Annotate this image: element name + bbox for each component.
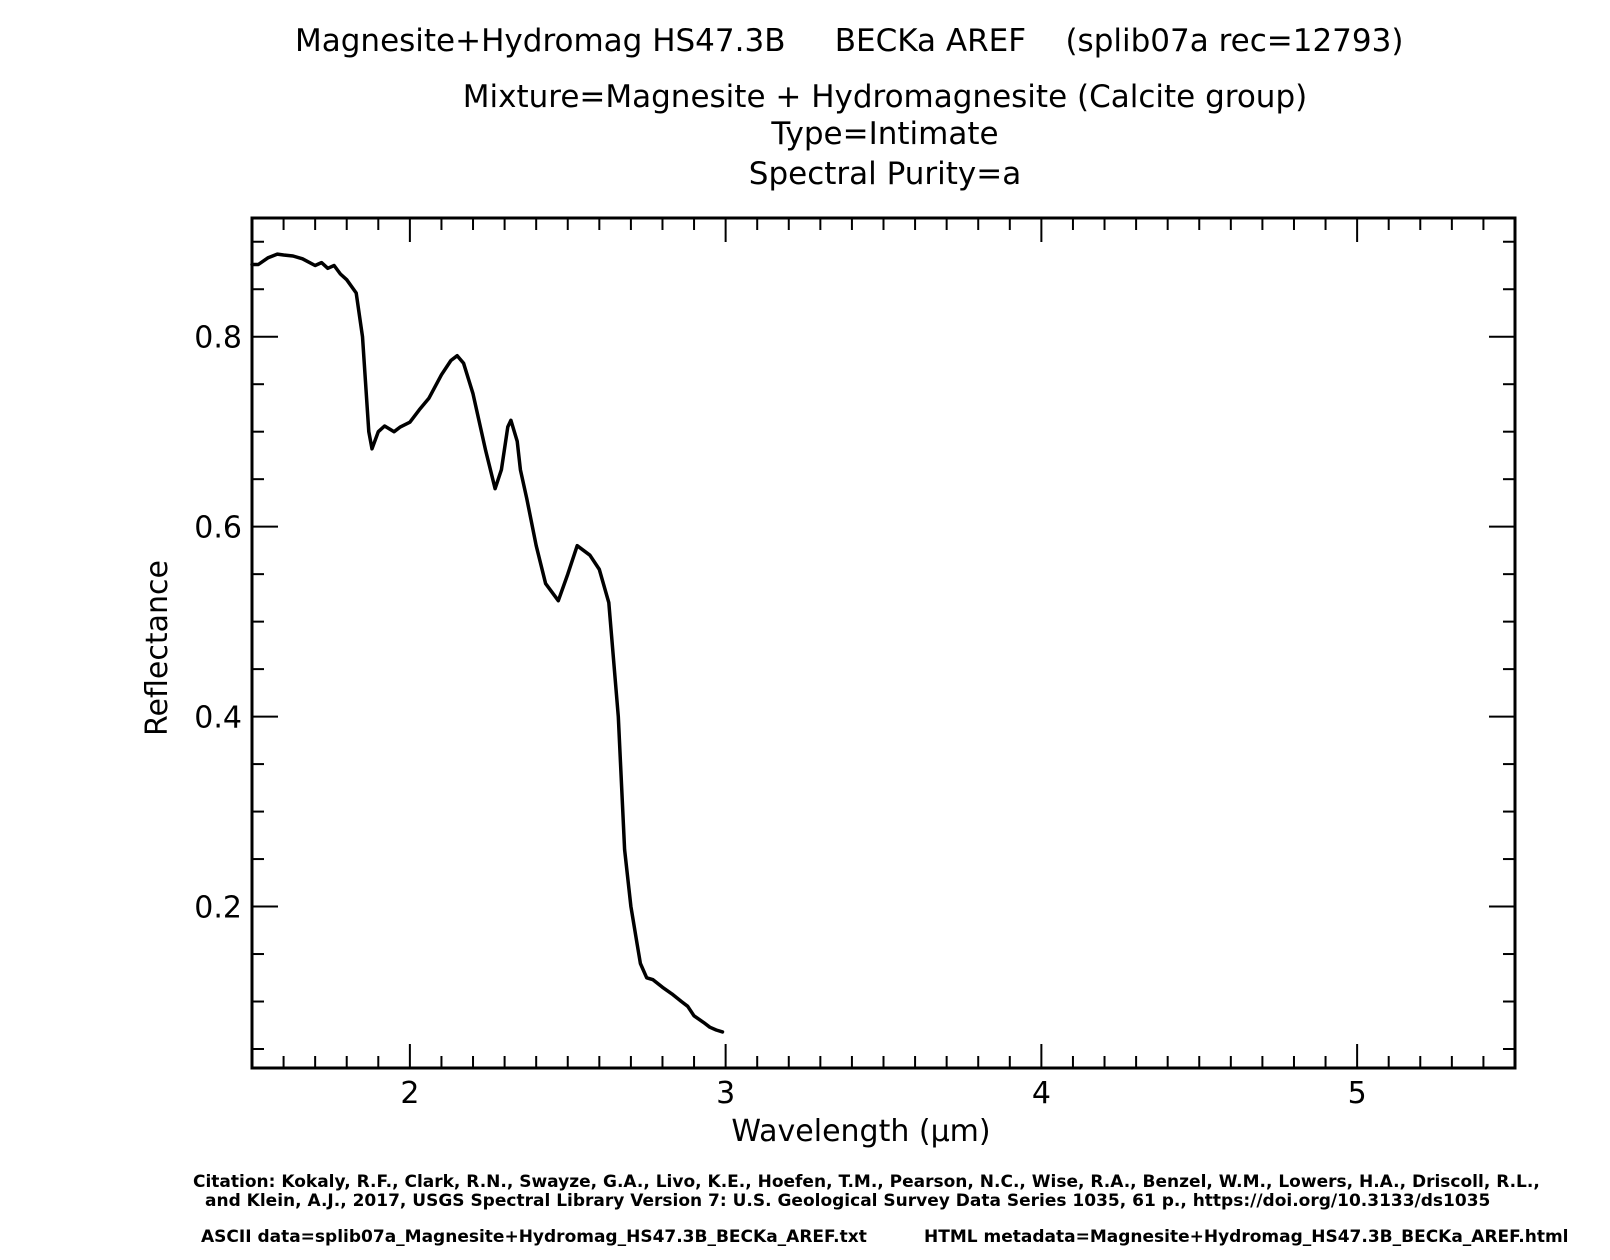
chart-subtitle-type: Type=Intimate bbox=[771, 116, 999, 152]
series-line-reflectance bbox=[250, 252, 725, 1034]
y-tick-label: 0.8 bbox=[194, 321, 242, 356]
y-tick-label: 0.2 bbox=[194, 891, 242, 926]
x-tick-label: 2 bbox=[400, 1076, 419, 1111]
html-metadata-filename: HTML metadata=Magnesite+Hydromag_HS47.3B… bbox=[924, 1227, 1569, 1247]
y-tick-label: 0.6 bbox=[194, 511, 242, 546]
chart-title: Magnesite+Hydromag HS47.3B BECKa AREF (s… bbox=[295, 23, 1404, 59]
y-axis-label: Reflectance bbox=[140, 560, 175, 736]
y-tick-label: 0.4 bbox=[194, 701, 242, 736]
axes-group: 2 3 4 5 0.2 0.4 0.6 0.8 bbox=[194, 216, 1517, 1111]
ascii-data-filename: ASCII data=splib07a_Magnesite+Hydromag_H… bbox=[201, 1227, 867, 1247]
labels-group: Wavelength (μm) Reflectance bbox=[140, 560, 991, 1149]
plot-frame bbox=[250, 216, 1517, 1070]
series-group bbox=[250, 252, 725, 1034]
chart-subtitle-mixture: Mixture=Magnesite + Hydromagnesite (Calc… bbox=[462, 79, 1308, 115]
x-tick-label: 4 bbox=[1032, 1076, 1051, 1111]
x-tick-label: 5 bbox=[1348, 1076, 1367, 1111]
chart-subtitle-purity: Spectral Purity=a bbox=[748, 156, 1022, 192]
x-axis-label: Wavelength (μm) bbox=[731, 1114, 990, 1149]
citation-line-2: and Klein, A.J., 2017, USGS Spectral Lib… bbox=[205, 1191, 1491, 1211]
citation-line-1: Citation: Kokaly, R.F., Clark, R.N., Swa… bbox=[193, 1172, 1540, 1192]
x-tick-label: 3 bbox=[716, 1076, 735, 1111]
